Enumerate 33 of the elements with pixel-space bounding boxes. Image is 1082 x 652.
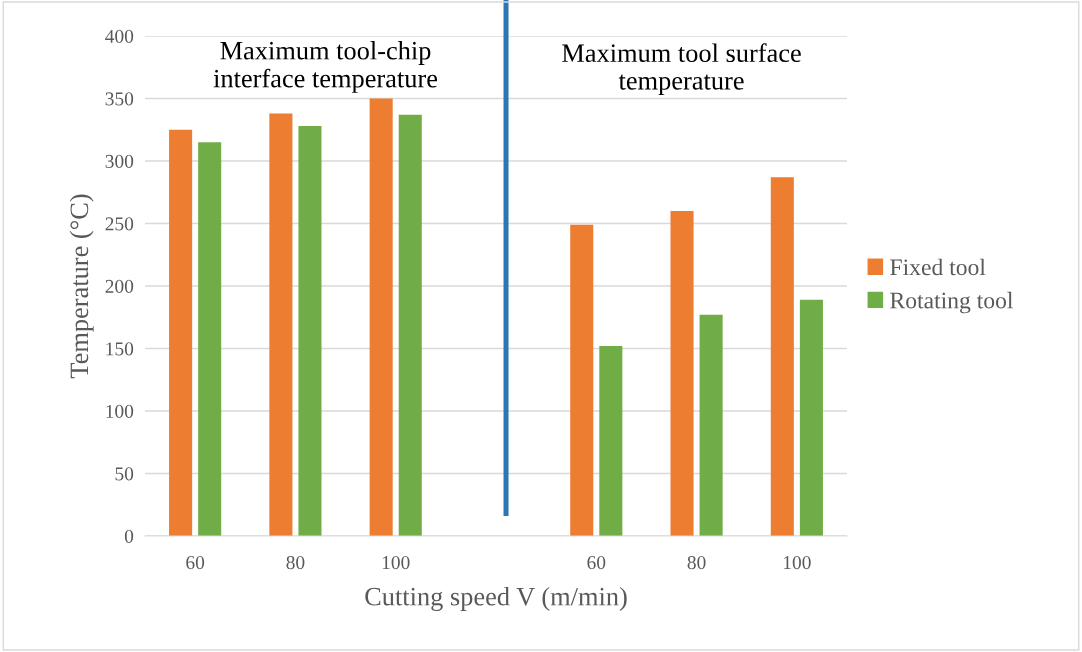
y-tick-label: 250 — [105, 217, 134, 231]
x-axis-title: Cutting speed V (m/min) — [365, 586, 627, 611]
y-tick-label: 0 — [124, 529, 134, 543]
y-tick-label: 350 — [105, 92, 134, 106]
x-tick-label: 60 — [186, 556, 205, 570]
bar — [770, 177, 794, 536]
legend-label: Fixed tool — [890, 258, 986, 276]
y-tick-label: 50 — [115, 467, 134, 481]
bar — [198, 142, 222, 536]
y-tick-label: 300 — [105, 154, 134, 168]
legend-label: Rotating tool — [890, 291, 1013, 314]
bar — [169, 129, 193, 536]
y-axis-title: Temperature (°C) — [69, 194, 94, 379]
x-tick-label: 100 — [783, 556, 811, 570]
annotation: Maximum tool surface temperature — [562, 43, 801, 96]
y-tick-label: 200 — [105, 279, 134, 293]
y-tick-label: 400 — [105, 29, 134, 43]
x-tick-label: 60 — [587, 556, 606, 570]
x-tick-label: 80 — [286, 556, 305, 570]
bar — [699, 314, 723, 536]
x-tick-label: 100 — [382, 556, 410, 570]
bar — [298, 126, 322, 536]
bar — [599, 346, 623, 536]
annotation: Maximum tool-chip interface temperature — [213, 41, 438, 93]
y-tick-label: 150 — [106, 342, 134, 356]
bar — [369, 98, 393, 536]
x-tick-label: 80 — [687, 556, 706, 570]
y-tick-label: 100 — [106, 404, 134, 418]
bar — [570, 224, 594, 536]
bar — [670, 211, 694, 536]
bar — [799, 299, 823, 536]
bar — [398, 114, 422, 536]
bar — [269, 113, 293, 536]
